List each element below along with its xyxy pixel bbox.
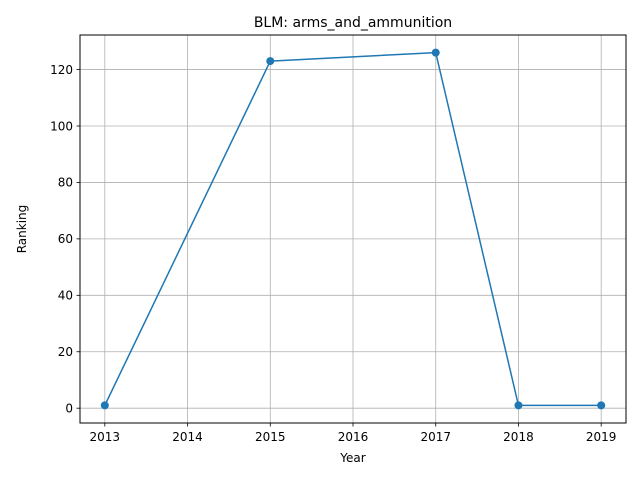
data-point — [431, 48, 440, 57]
data-point — [266, 57, 275, 66]
data-point — [100, 401, 109, 410]
y-tick-label: 120 — [50, 63, 73, 77]
y-tick-label: 20 — [58, 345, 73, 359]
y-tick-label: 60 — [58, 232, 73, 246]
y-axis-label: Ranking — [15, 205, 29, 254]
x-axis-label: Year — [339, 451, 365, 465]
x-tick-label: 2016 — [338, 430, 369, 444]
series-layer — [100, 48, 606, 410]
chart-title: BLM: arms_and_ammunition — [254, 15, 452, 31]
x-tick-label: 2015 — [255, 430, 286, 444]
x-tick-label: 2014 — [172, 430, 203, 444]
y-tick-label: 80 — [58, 176, 73, 190]
x-tick-label: 2018 — [503, 430, 534, 444]
x-tick-label: 2019 — [586, 430, 617, 444]
grid-lines — [80, 35, 626, 423]
data-point — [514, 401, 523, 410]
y-tick-label: 40 — [58, 289, 73, 303]
data-point — [597, 401, 606, 410]
axis-ticks: 2013 2014 2015 2016 2017 2018 2019 0 20 40 60 80 100… — [50, 63, 616, 444]
y-tick-label: 100 — [50, 119, 73, 133]
y-tick-label: 0 — [65, 401, 73, 415]
x-tick-label: 2013 — [90, 430, 121, 444]
x-tick-label: 2017 — [420, 430, 451, 444]
